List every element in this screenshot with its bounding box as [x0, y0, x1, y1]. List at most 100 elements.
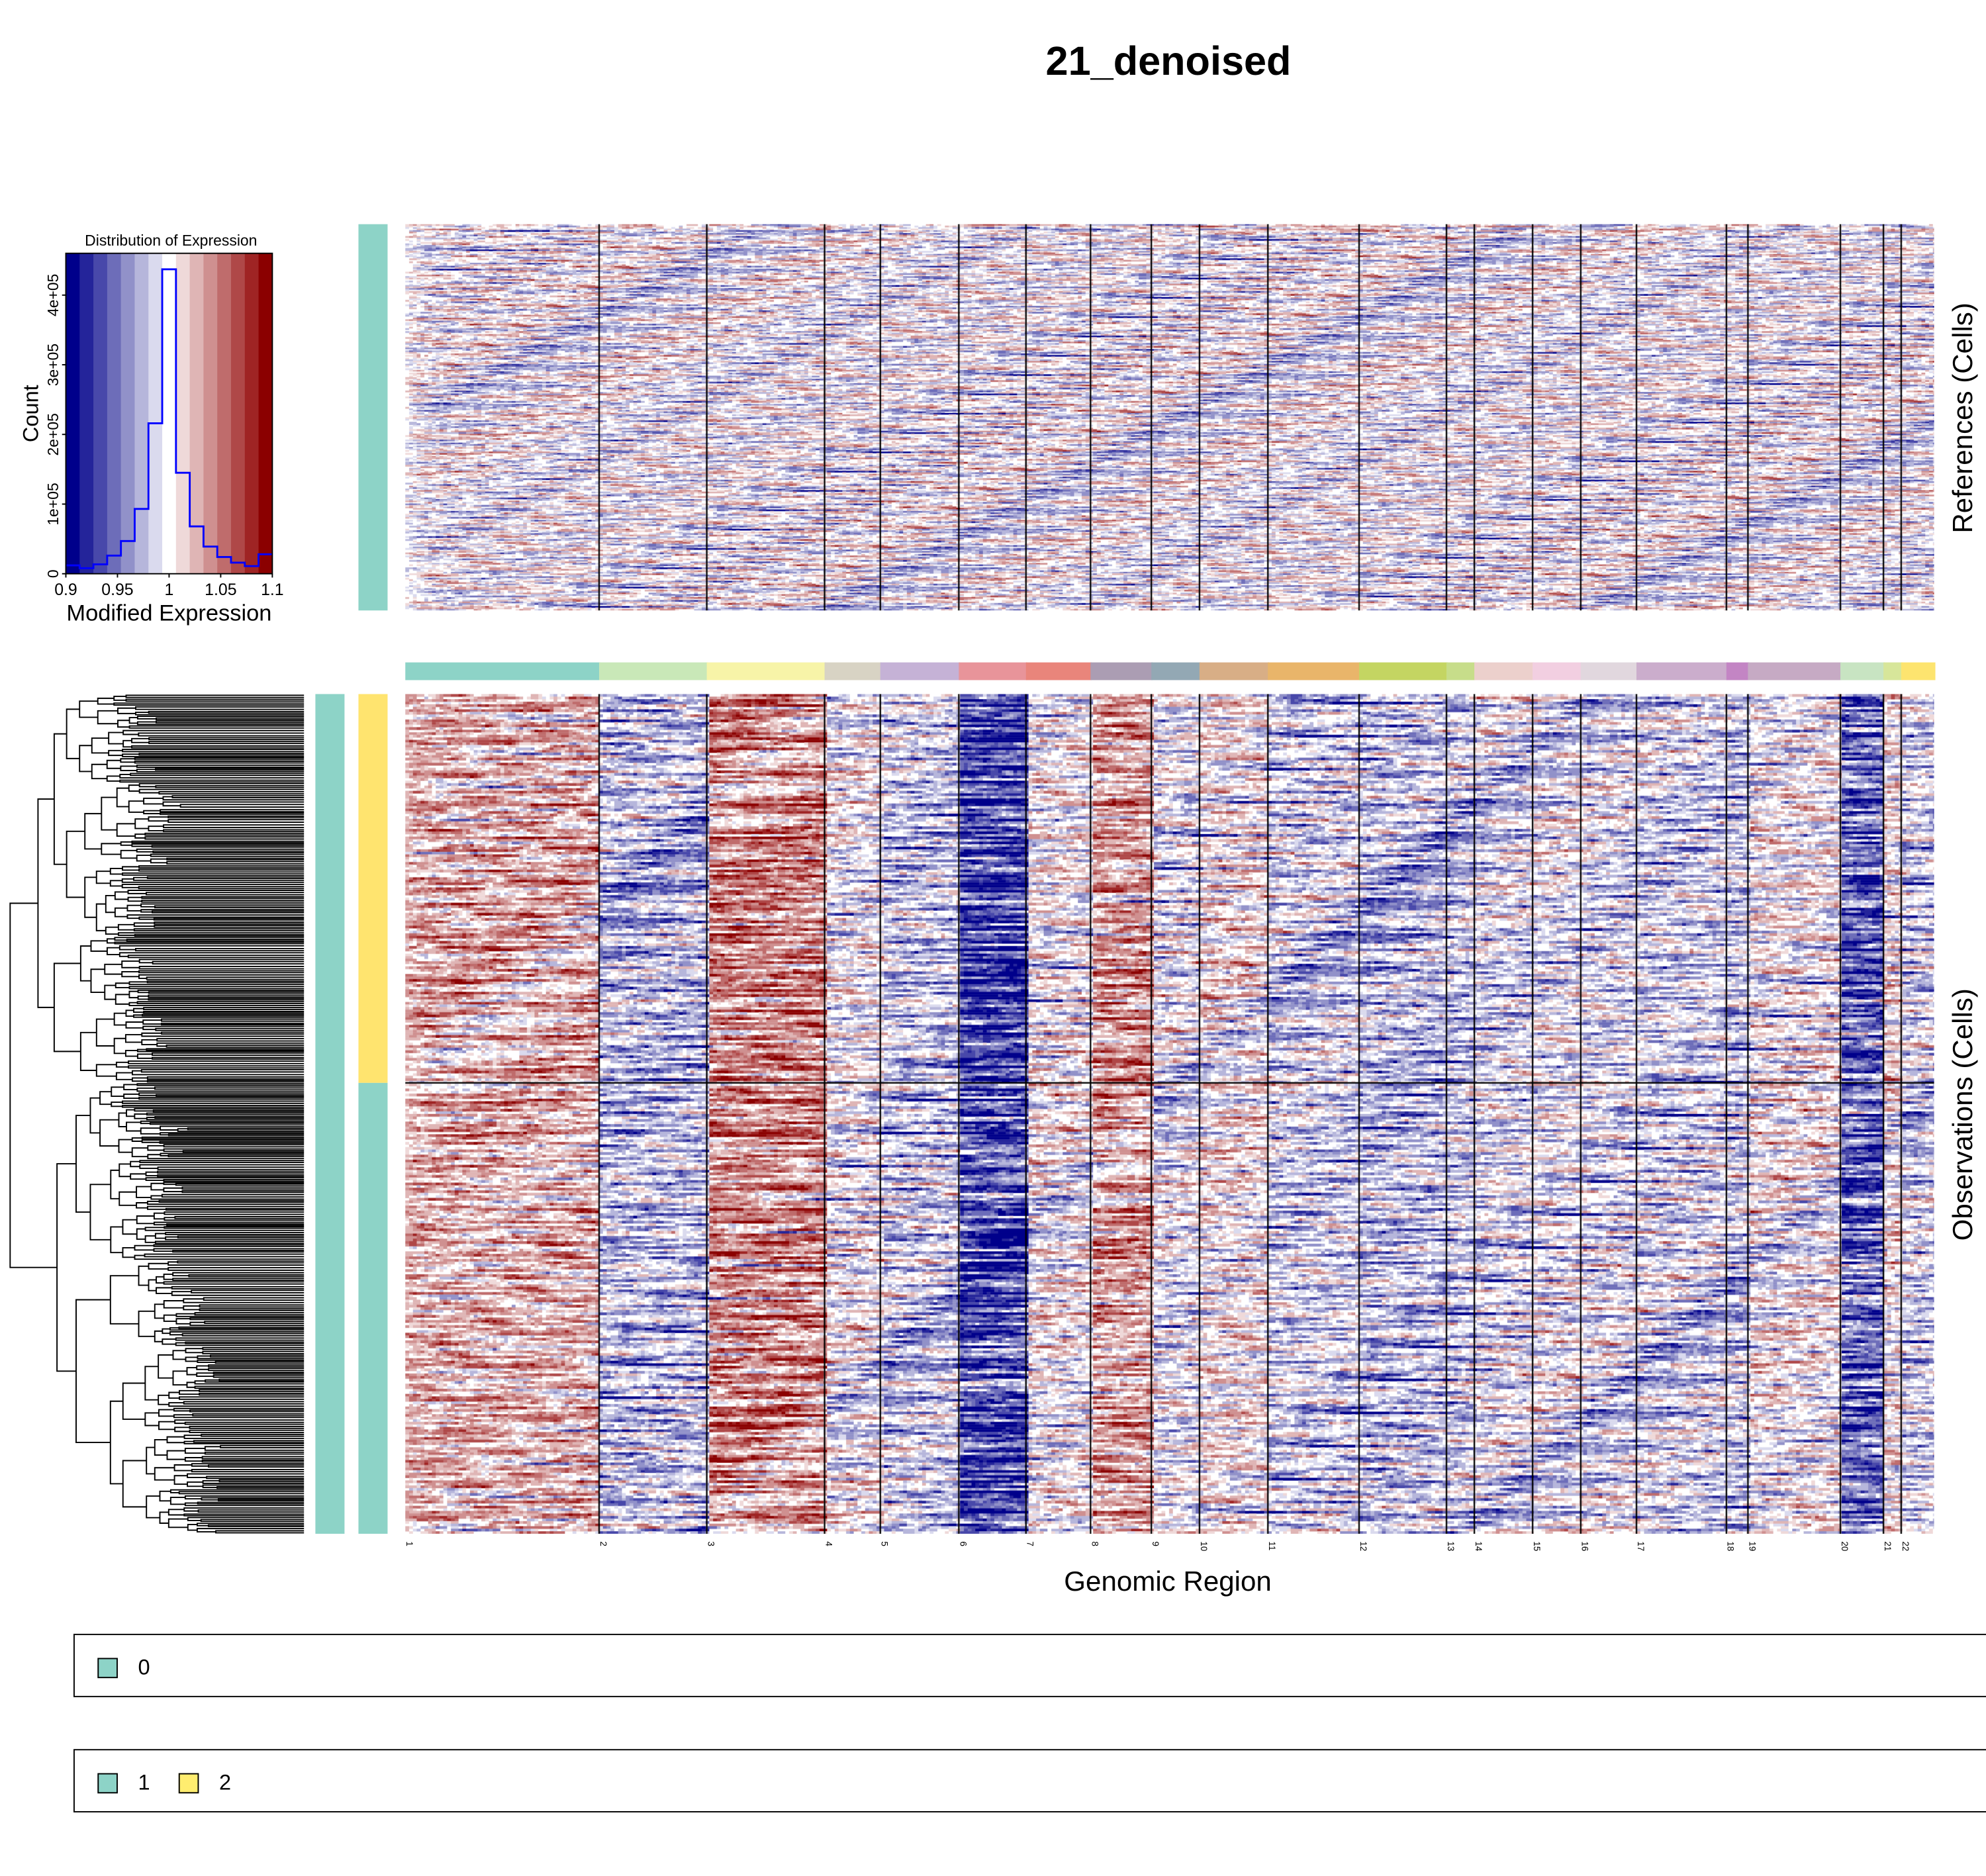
- x-tick-label: 1: [165, 581, 174, 599]
- color-band: [203, 253, 218, 574]
- plot-frame: [65, 252, 273, 575]
- legend-item: 0: [97, 1656, 150, 1681]
- dendrogram: [9, 694, 305, 1534]
- observation-annotation-bar-1: [315, 694, 345, 1534]
- chromosome-band-3: [706, 662, 826, 680]
- chromosome-band-20: [1840, 662, 1885, 680]
- x-tick-label: 1.05: [205, 581, 236, 599]
- chromosome-label: 17: [1635, 1541, 1644, 1552]
- chromosome-band-4: [824, 662, 881, 680]
- legend-label: 2: [219, 1770, 232, 1795]
- reference-heatmap: [405, 224, 1934, 611]
- observation-annotation-bar-2-group-2: [358, 694, 388, 1083]
- chromosome-band-12: [1358, 662, 1447, 680]
- x-tick-label: 0.9: [54, 581, 77, 599]
- color-band: [217, 253, 232, 574]
- chromosome-band-21: [1883, 662, 1902, 680]
- chromosome-label: 16: [1579, 1541, 1589, 1552]
- chromosome-label: 2: [598, 1541, 607, 1546]
- chromosome-label: 10: [1198, 1541, 1207, 1552]
- legend-swatch: [97, 1658, 118, 1679]
- figure-title: 21_denoised: [1045, 38, 1292, 84]
- chromosome-color-bar: [405, 662, 1935, 680]
- references-axis-label: References (Cells): [1946, 303, 1979, 534]
- reference-annotation-bar: [358, 224, 388, 611]
- chromosome-label: 13: [1445, 1541, 1454, 1552]
- chromosome-band-22: [1901, 662, 1935, 680]
- color-band: [93, 253, 108, 574]
- color-band: [148, 253, 163, 574]
- reference-legend: 0: [73, 1634, 1986, 1697]
- chromosome-label: 5: [878, 1541, 888, 1546]
- chromosome-band-5: [880, 662, 960, 680]
- chromosome-band-15: [1533, 662, 1582, 680]
- chromosome-label: 3: [705, 1541, 715, 1546]
- chromosome-label: 15: [1531, 1541, 1540, 1552]
- chromosome-band-19: [1748, 662, 1841, 680]
- observations-axis-label: Observations (Cells): [1946, 988, 1979, 1241]
- chromosome-band-10: [1199, 662, 1269, 680]
- x-tick-label: 0.95: [101, 581, 133, 599]
- chromosome-label: 20: [1839, 1541, 1848, 1552]
- chromosome-label: 19: [1746, 1541, 1756, 1552]
- dendrogram-branches: [9, 694, 305, 1534]
- chromosome-band-9: [1151, 662, 1200, 680]
- chromosome-band-13: [1446, 662, 1476, 680]
- chromosome-label: 4: [823, 1541, 833, 1546]
- chromosome-band-14: [1474, 662, 1534, 680]
- chromosome-label: 7: [1024, 1541, 1034, 1546]
- observation-legend: 1 2: [73, 1749, 1986, 1812]
- chromosome-label: 6: [957, 1541, 967, 1546]
- chromosome-band-18: [1726, 662, 1749, 680]
- observation-heatmap: [405, 694, 1934, 1534]
- genomic-region-axis-label: Genomic Region: [1064, 1565, 1272, 1597]
- observation-annotation-bar-2-group-1: [358, 1082, 388, 1534]
- chromosome-label: 9: [1150, 1541, 1159, 1546]
- chromosome-label: 21: [1882, 1541, 1891, 1552]
- y-tick-label: 1e+05: [44, 483, 62, 525]
- color-band: [189, 253, 204, 574]
- histogram-title: Distribution of Expression: [85, 232, 258, 250]
- legend-swatch: [97, 1773, 118, 1794]
- color-band: [120, 253, 136, 574]
- legend-item: 1: [97, 1771, 150, 1796]
- y-tick-label: 0: [44, 569, 62, 578]
- color-band: [230, 253, 246, 574]
- chromosome-label: 18: [1725, 1541, 1734, 1552]
- color-band: [258, 253, 273, 574]
- chromosome-label: 14: [1473, 1541, 1482, 1552]
- expression-histogram: 0.9 0.95 1 1.05 1.1 0 1e+05 2e+05 3e+05 4e+05 Coun…: [19, 252, 284, 626]
- chromosome-band-1: [405, 662, 600, 680]
- y-tick-label: 2e+05: [44, 413, 62, 455]
- chromosome-band-6: [959, 662, 1027, 680]
- color-band: [134, 253, 149, 574]
- legend-label: 1: [138, 1770, 150, 1795]
- legend-swatch: [178, 1773, 199, 1794]
- x-tick-label: 1.1: [261, 581, 284, 599]
- legend-item: 2: [178, 1770, 232, 1796]
- legend-label: 0: [138, 1655, 150, 1680]
- chromosome-band-7: [1025, 662, 1092, 680]
- chromosome-label: 12: [1358, 1541, 1367, 1552]
- color-band: [162, 253, 177, 574]
- y-tick-label: 4e+05: [44, 274, 62, 316]
- y-axis-label: Count: [19, 385, 42, 442]
- histogram-line: [66, 268, 273, 569]
- color-band: [66, 253, 80, 574]
- y-tick-label: 3e+05: [44, 344, 62, 386]
- chromosome-band-11: [1268, 662, 1360, 680]
- chromosome-label: 22: [1899, 1541, 1909, 1552]
- chromosome-band-8: [1090, 662, 1153, 680]
- chromosome-band-17: [1636, 662, 1727, 680]
- color-band: [79, 253, 94, 574]
- chromosome-label: 1: [404, 1541, 413, 1546]
- color-band: [107, 253, 122, 574]
- x-axis-label: Modified Expression: [66, 601, 271, 626]
- chromosome-label: 11: [1266, 1541, 1276, 1551]
- chromosome-band-16: [1580, 662, 1637, 680]
- color-band: [244, 253, 260, 574]
- chromosome-band-2: [598, 662, 708, 680]
- color-band: [175, 253, 191, 574]
- chromosome-label: 8: [1089, 1541, 1098, 1546]
